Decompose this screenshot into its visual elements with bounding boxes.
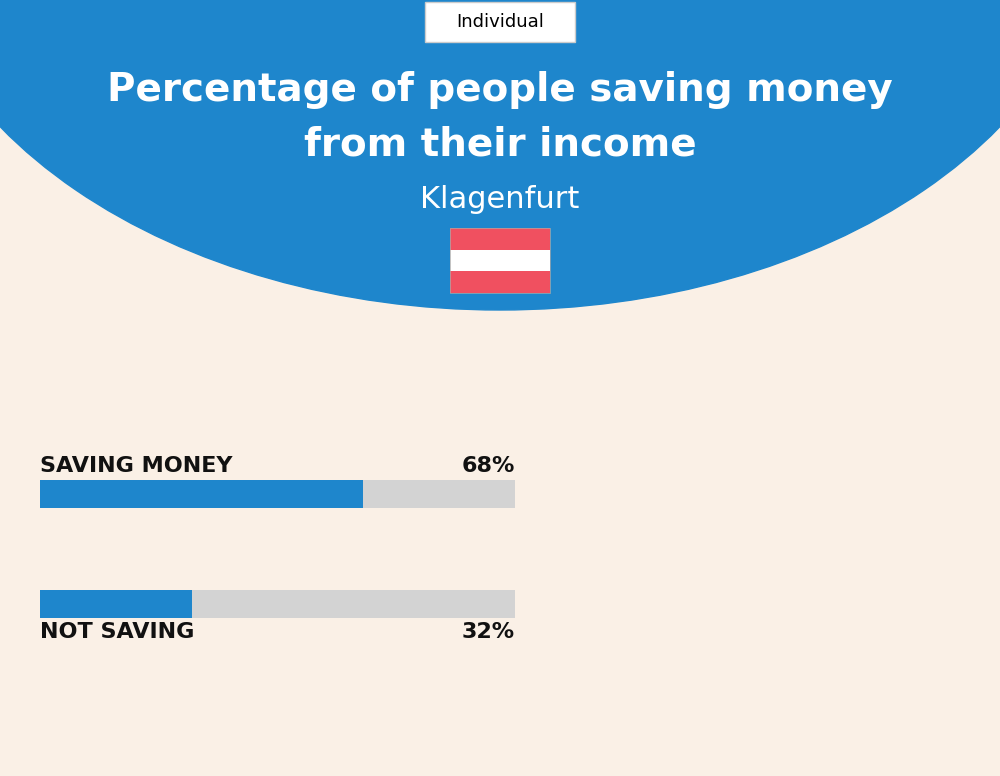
FancyBboxPatch shape [450,272,550,293]
FancyBboxPatch shape [450,228,550,250]
Text: 68%: 68% [462,456,515,476]
FancyBboxPatch shape [425,2,575,42]
FancyBboxPatch shape [450,250,550,272]
FancyBboxPatch shape [40,480,363,508]
FancyBboxPatch shape [40,590,192,618]
FancyBboxPatch shape [40,480,515,508]
Text: Klagenfurt: Klagenfurt [420,185,580,214]
Text: 32%: 32% [462,622,515,642]
Text: Percentage of people saving money: Percentage of people saving money [107,71,893,109]
FancyBboxPatch shape [40,590,515,618]
Text: NOT SAVING: NOT SAVING [40,622,194,642]
Text: Individual: Individual [456,13,544,31]
Text: SAVING MONEY: SAVING MONEY [40,456,232,476]
Text: from their income: from their income [304,126,696,164]
Ellipse shape [0,0,1000,310]
